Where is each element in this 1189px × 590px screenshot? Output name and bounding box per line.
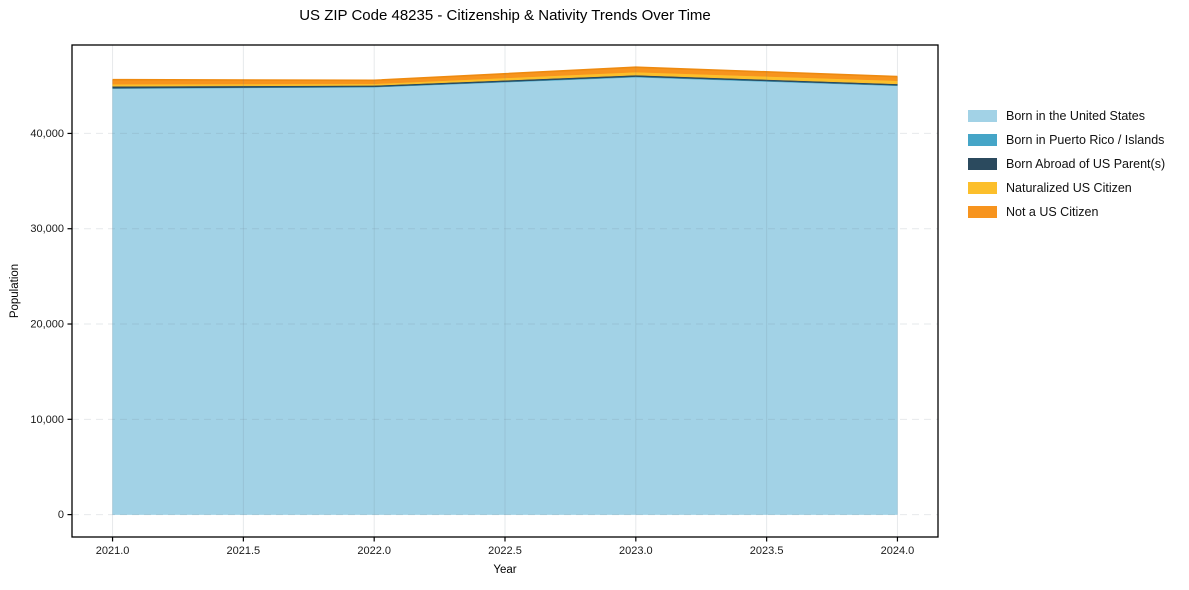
y-tick-label: 20,000 xyxy=(30,319,64,331)
legend-swatch xyxy=(968,134,997,146)
x-tick-label: 2023.0 xyxy=(619,545,653,557)
y-tick-label: 30,000 xyxy=(30,223,64,235)
x-tick-label: 2022.5 xyxy=(488,545,522,557)
y-axis-label: Population xyxy=(9,263,21,319)
x-tick-label: 2024.0 xyxy=(881,545,915,557)
stack-top-edge-line xyxy=(112,66,898,82)
x-tick-label: 2022.0 xyxy=(357,545,391,557)
legend-item-0: Born in the United States xyxy=(968,109,1165,123)
x-axis-label: Year xyxy=(493,564,517,576)
legend-item-1: Born in Puerto Rico / Islands xyxy=(968,133,1165,147)
y-tick-label: 10,000 xyxy=(30,414,64,426)
x-tick-label: 2021.0 xyxy=(96,545,130,557)
legend-label: Born in Puerto Rico / Islands xyxy=(1006,133,1165,147)
legend-label: Born in the United States xyxy=(1006,109,1145,123)
legend-label: Not a US Citizen xyxy=(1006,205,1099,219)
x-tick-label: 2023.5 xyxy=(750,545,784,557)
legend-swatch xyxy=(968,110,997,122)
y-tick-label: 0 xyxy=(58,509,64,521)
legend-swatch xyxy=(968,206,997,218)
legend-swatch xyxy=(968,158,997,170)
legend-swatch xyxy=(968,182,997,194)
y-tick-label: 40,000 xyxy=(30,128,64,140)
legend-label: Born Abroad of US Parent(s) xyxy=(1006,157,1166,171)
x-tick-label: 2021.5 xyxy=(227,545,261,557)
legend-item-2: Born Abroad of US Parent(s) xyxy=(968,157,1165,171)
chart-title: US ZIP Code 48235 - Citizenship & Nativi… xyxy=(299,7,711,24)
legend-item-3: Naturalized US Citizen xyxy=(968,181,1165,195)
legend-label: Naturalized US Citizen xyxy=(1006,181,1132,195)
legend-item-4: Not a US Citizen xyxy=(968,205,1165,219)
legend: Born in the United States Born in Puerto … xyxy=(968,109,1165,219)
